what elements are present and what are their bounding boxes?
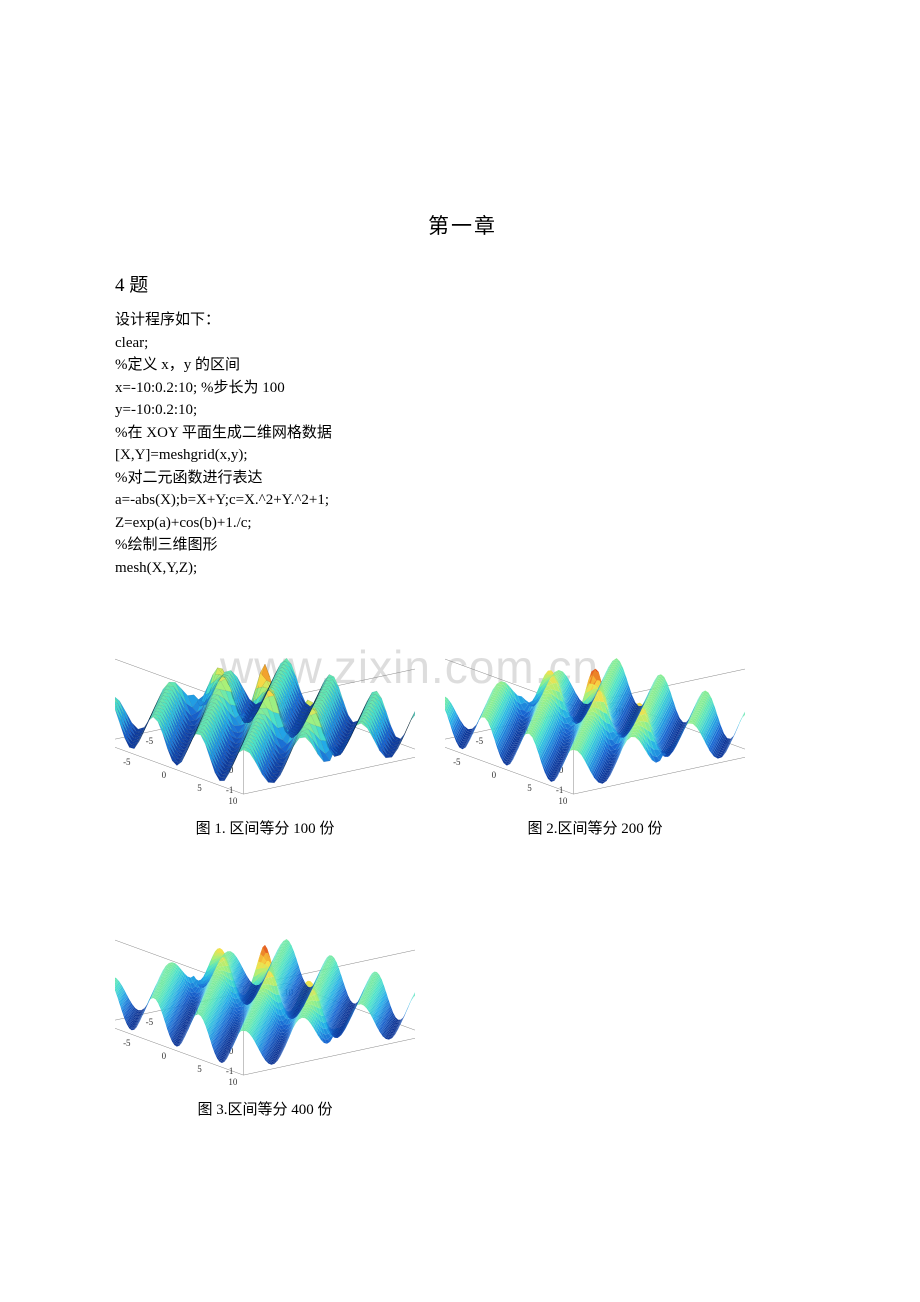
figure-2: -10123-10-50510-10-50510 图 2.区间等分 200 份: [445, 597, 745, 838]
surface-chart-3: -10123-10-50510-10-50510: [115, 878, 415, 1088]
code-line: %在 XOY 平面生成二维网格数据: [115, 422, 810, 445]
code-line: Z=exp(a)+cos(b)+1./c;: [115, 512, 810, 535]
code-line: %对二元函数进行表达: [115, 467, 810, 490]
figure-row-1: -10123-10-50510-10-50510 图 1. 区间等分 100 份…: [115, 597, 810, 838]
surface-chart-1: -10123-10-50510-10-50510: [115, 597, 415, 807]
svg-text:-1: -1: [226, 1066, 234, 1076]
code-line: %定义 x，y 的区间: [115, 354, 810, 377]
svg-text:-1: -1: [226, 785, 234, 795]
figure-caption-3: 图 3.区间等分 400 份: [197, 1098, 332, 1119]
surface-chart-2: -10123-10-50510-10-50510: [445, 597, 745, 807]
svg-text:5: 5: [197, 783, 202, 793]
code-line: a=-abs(X);b=X+Y;c=X.^2+Y.^2+1;: [115, 489, 810, 512]
figure-1: -10123-10-50510-10-50510 图 1. 区间等分 100 份: [115, 597, 415, 838]
svg-text:5: 5: [197, 1064, 202, 1074]
svg-text:10: 10: [228, 796, 238, 806]
code-line: x=-10:0.2:10; %步长为 100: [115, 377, 810, 400]
svg-text:-1: -1: [556, 785, 564, 795]
figure-row-2: -10123-10-50510-10-50510 图 3.区间等分 400 份: [115, 878, 810, 1119]
svg-text:0: 0: [162, 1051, 167, 1061]
code-line: 设计程序如下：: [115, 309, 810, 332]
svg-text:-5: -5: [146, 736, 154, 746]
svg-text:10: 10: [228, 1077, 238, 1087]
svg-text:-5: -5: [123, 1038, 131, 1048]
svg-text:0: 0: [162, 770, 167, 780]
problem-number: 4 题: [115, 270, 810, 297]
code-line: y=-10:0.2:10;: [115, 399, 810, 422]
code-line: [X,Y]=meshgrid(x,y);: [115, 444, 810, 467]
svg-text:0: 0: [492, 770, 497, 780]
code-line: %绘制三维图形: [115, 534, 810, 557]
code-line: clear;: [115, 332, 810, 355]
figure-3: -10123-10-50510-10-50510 图 3.区间等分 400 份: [115, 878, 415, 1119]
svg-text:-5: -5: [146, 1017, 154, 1027]
figure-caption-2: 图 2.区间等分 200 份: [527, 817, 662, 838]
chapter-title: 第一章: [115, 210, 810, 240]
svg-text:-5: -5: [476, 736, 484, 746]
svg-text:10: 10: [558, 796, 568, 806]
svg-text:-5: -5: [453, 757, 461, 767]
code-block: 设计程序如下：clear;%定义 x，y 的区间x=-10:0.2:10; %步…: [115, 309, 810, 579]
svg-text:-5: -5: [123, 757, 131, 767]
figure-caption-1: 图 1. 区间等分 100 份: [196, 817, 335, 838]
svg-text:5: 5: [527, 783, 532, 793]
code-line: mesh(X,Y,Z);: [115, 557, 810, 580]
